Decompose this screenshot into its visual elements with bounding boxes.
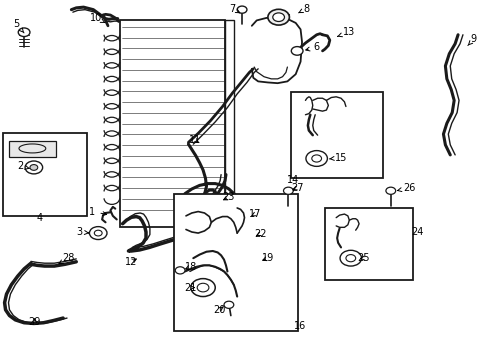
Text: 23: 23 bbox=[222, 192, 235, 202]
Circle shape bbox=[267, 9, 289, 25]
Circle shape bbox=[345, 255, 355, 262]
Text: 18: 18 bbox=[184, 262, 197, 272]
Circle shape bbox=[339, 250, 361, 266]
Circle shape bbox=[311, 155, 321, 162]
Text: 16: 16 bbox=[294, 321, 306, 331]
Circle shape bbox=[385, 187, 395, 194]
Text: 13: 13 bbox=[337, 27, 355, 37]
Circle shape bbox=[291, 46, 303, 55]
Circle shape bbox=[175, 267, 184, 274]
Text: 11: 11 bbox=[188, 135, 201, 145]
Bar bbox=[173, 194, 298, 330]
Text: 19: 19 bbox=[261, 253, 273, 263]
Text: 4: 4 bbox=[37, 213, 42, 222]
Text: 14: 14 bbox=[286, 175, 299, 185]
Bar bbox=[267, 14, 289, 19]
Circle shape bbox=[30, 165, 38, 170]
Circle shape bbox=[25, 161, 42, 174]
Circle shape bbox=[305, 150, 327, 166]
Circle shape bbox=[272, 13, 284, 22]
Text: 20: 20 bbox=[212, 305, 225, 315]
Bar bbox=[224, 21, 233, 226]
Text: 26: 26 bbox=[397, 183, 415, 193]
Text: 2: 2 bbox=[17, 161, 29, 171]
Bar bbox=[325, 208, 412, 280]
Circle shape bbox=[18, 28, 30, 37]
Circle shape bbox=[94, 230, 102, 236]
Text: 8: 8 bbox=[298, 4, 309, 14]
Text: 21: 21 bbox=[184, 283, 197, 293]
Circle shape bbox=[237, 6, 246, 13]
Circle shape bbox=[190, 279, 215, 297]
Circle shape bbox=[283, 187, 293, 194]
Text: 5: 5 bbox=[13, 19, 24, 33]
Text: 9: 9 bbox=[467, 35, 476, 45]
Bar bbox=[9, 140, 56, 157]
Text: 25: 25 bbox=[357, 253, 369, 263]
Text: 12: 12 bbox=[125, 257, 137, 267]
Text: 28: 28 bbox=[59, 253, 74, 264]
Text: 22: 22 bbox=[253, 229, 266, 239]
Bar bbox=[290, 92, 383, 178]
Circle shape bbox=[224, 301, 233, 309]
Bar bbox=[120, 21, 224, 226]
Text: 7: 7 bbox=[229, 4, 239, 14]
Circle shape bbox=[197, 283, 208, 292]
Text: 27: 27 bbox=[290, 183, 303, 193]
Text: 1: 1 bbox=[89, 207, 106, 217]
Circle shape bbox=[89, 226, 107, 239]
Text: 29: 29 bbox=[29, 317, 41, 327]
Text: 10: 10 bbox=[89, 13, 104, 23]
Text: 6: 6 bbox=[305, 42, 319, 52]
Text: 15: 15 bbox=[328, 153, 346, 163]
Text: 3: 3 bbox=[77, 227, 88, 237]
Text: 17: 17 bbox=[248, 209, 261, 219]
Text: 24: 24 bbox=[410, 227, 423, 237]
Bar bbox=[3, 134, 87, 216]
